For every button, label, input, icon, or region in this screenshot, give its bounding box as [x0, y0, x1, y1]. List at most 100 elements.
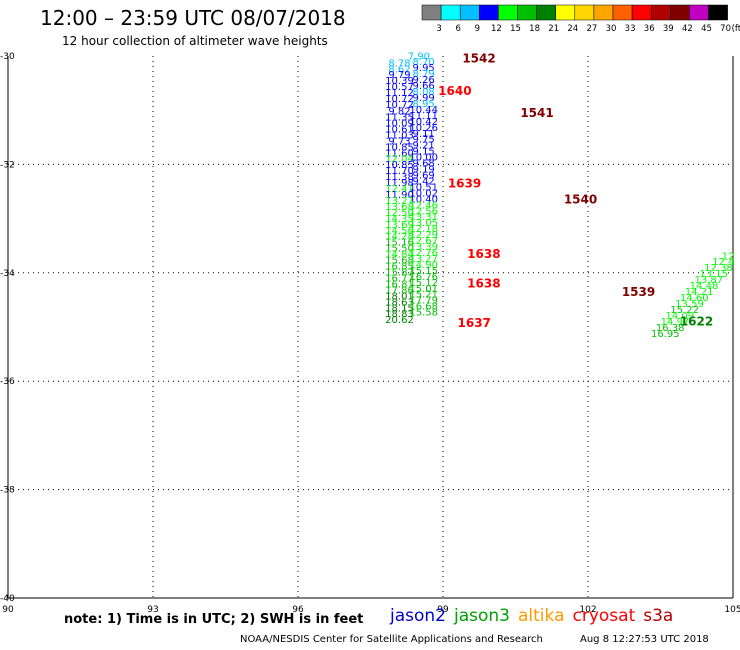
swh-point-label: 15.50: [385, 244, 414, 255]
colorbar-tick-label: 21: [548, 24, 559, 34]
swh-point-label: 14.35: [385, 214, 414, 225]
pass-time-label: 1622: [680, 315, 713, 329]
colorbar-swatch: [650, 4, 671, 21]
swh-point-label: 12.4: [712, 257, 734, 268]
swh-point-label: 8.62: [388, 64, 410, 75]
swh-point-label: 14.48: [690, 281, 719, 292]
colorbar-swatch: [498, 4, 518, 21]
swh-point-label: 10.61: [385, 124, 414, 135]
swh-point-label: 9.26: [413, 75, 435, 86]
colorbar-swatch: [536, 4, 556, 21]
swh-point-label: 10.85: [385, 142, 414, 153]
swh-point-label: 9.68: [413, 159, 435, 170]
swh-point-label: 9.73: [388, 136, 410, 147]
swh-point-label: 18.15: [385, 303, 414, 314]
swh-point-label: 11.03: [385, 130, 414, 141]
swh-point-label: 9.95: [413, 63, 435, 74]
swh-point-label: 12: [722, 251, 735, 262]
swh-point-label: 9.15: [413, 147, 435, 158]
satellite-legend: jason2 jason3 altika cryosat s3a: [390, 606, 681, 626]
swh-point-label: 8.79: [413, 69, 435, 80]
swh-point-label: 10.40: [409, 194, 438, 205]
legend-s3a: s3a: [643, 606, 674, 626]
swh-point-label: 11.90: [385, 190, 414, 201]
swh-point-label: 14.09: [666, 311, 695, 322]
swh-point-label: 10.85: [385, 160, 414, 171]
swh-point-label: 15.15: [409, 266, 438, 277]
colorbar-swatch: [555, 4, 576, 21]
swh-point-label: 11.12: [385, 88, 414, 99]
swh-point-label: 9.42: [413, 176, 435, 187]
legend-jason2: jason2: [390, 606, 446, 626]
pass-time-label: 1638: [467, 277, 500, 291]
swh-point-label: 10.00: [409, 153, 438, 164]
y-tick-label: -34: [0, 269, 15, 279]
colorbar-tick-label: 9: [475, 24, 480, 34]
swh-point-label: 18.63: [385, 297, 414, 308]
pass-time-label: 1638: [467, 247, 500, 261]
swh-point-label: 13.27: [385, 196, 414, 207]
swh-point-label: 15.68: [385, 256, 414, 267]
swh-point-label: 9.19: [413, 165, 435, 176]
x-tick-label: 105: [724, 605, 740, 615]
colorbar-unit-label: (ft): [732, 24, 740, 34]
swh-point-label: 8.95: [413, 99, 435, 110]
colorbar-swatch: [670, 4, 690, 21]
colorbar-tick-label: 18: [529, 24, 540, 34]
swh-point-label: 10.42: [409, 117, 438, 128]
x-tick-label: 102: [579, 605, 596, 615]
colorbar-swatch: [459, 4, 480, 21]
swh-point-label: 13.05: [409, 218, 438, 229]
colorbar-tick-label: 30: [606, 24, 617, 34]
swh-point-label: 13.15: [699, 269, 728, 280]
swh-point-label: 11.70: [385, 166, 414, 177]
colorbar-tick-label: 12: [491, 24, 502, 34]
y-tick-label: -40: [0, 594, 15, 604]
plot-frame: [7, 56, 734, 599]
swh-point-label: 10.72: [385, 100, 414, 111]
swh-point-label: 9.11: [413, 129, 435, 140]
swh-point-label: 14.90: [409, 260, 438, 271]
swh-point-label: 10.51: [409, 182, 438, 193]
legend-altika: altika: [518, 606, 565, 626]
pass-time-label: 1539: [622, 285, 655, 299]
colorbar-swatch: [421, 4, 442, 21]
swh-point-label: 16.38: [656, 323, 685, 334]
pass-time-label: 1639: [448, 176, 481, 190]
pass-time-label: 1541: [520, 106, 553, 120]
footer-credit: NOAA/NESDIS Center for Satellite Applica…: [240, 634, 543, 645]
swh-point-label: 14.28: [385, 232, 414, 243]
y-tick-label: -30: [0, 52, 15, 62]
colorbar-swatch: [517, 4, 537, 21]
swh-point-label: 9.66: [413, 81, 435, 92]
swh-point-label: 11.35: [385, 112, 414, 123]
swh-point-label: 14.97: [661, 317, 690, 328]
colorbar-swatch: [708, 4, 728, 21]
swh-point-label: 15.87: [385, 268, 414, 279]
swh-point-label: 12.18: [409, 224, 438, 235]
colorbar-tick-label: 70: [720, 24, 731, 34]
swh-point-label: 8.70: [413, 57, 435, 68]
swh-point-label: 16.85: [385, 262, 414, 273]
colorbar-swatch: [612, 4, 633, 21]
swh-point-label: 10.44: [409, 105, 438, 116]
swh-point-label: 12.56: [409, 206, 438, 217]
colorbar-tick-label: 33: [625, 24, 636, 34]
swh-point-label: 20.62: [385, 315, 414, 326]
swh-point-label: 15.21: [409, 290, 438, 301]
page-subtitle: 12 hour collection of altimeter wave hei…: [62, 34, 328, 48]
x-tick-label: 96: [292, 605, 304, 615]
x-tick-label: 90: [2, 605, 14, 615]
swh-point-label: 14.21: [685, 287, 714, 298]
legend-jason3: jason3: [454, 606, 510, 626]
y-tick-label: -32: [0, 160, 15, 170]
colorbar-tick-label: 42: [682, 24, 693, 34]
colorbar-swatch: [440, 4, 461, 21]
swh-point-label: 16.68: [409, 302, 438, 313]
swh-point-label: 12.41: [385, 184, 414, 195]
swh-point-label: 15.58: [409, 308, 438, 319]
swh-point-label: 13.31: [409, 212, 438, 223]
swh-point-label: 10.72: [385, 94, 414, 105]
